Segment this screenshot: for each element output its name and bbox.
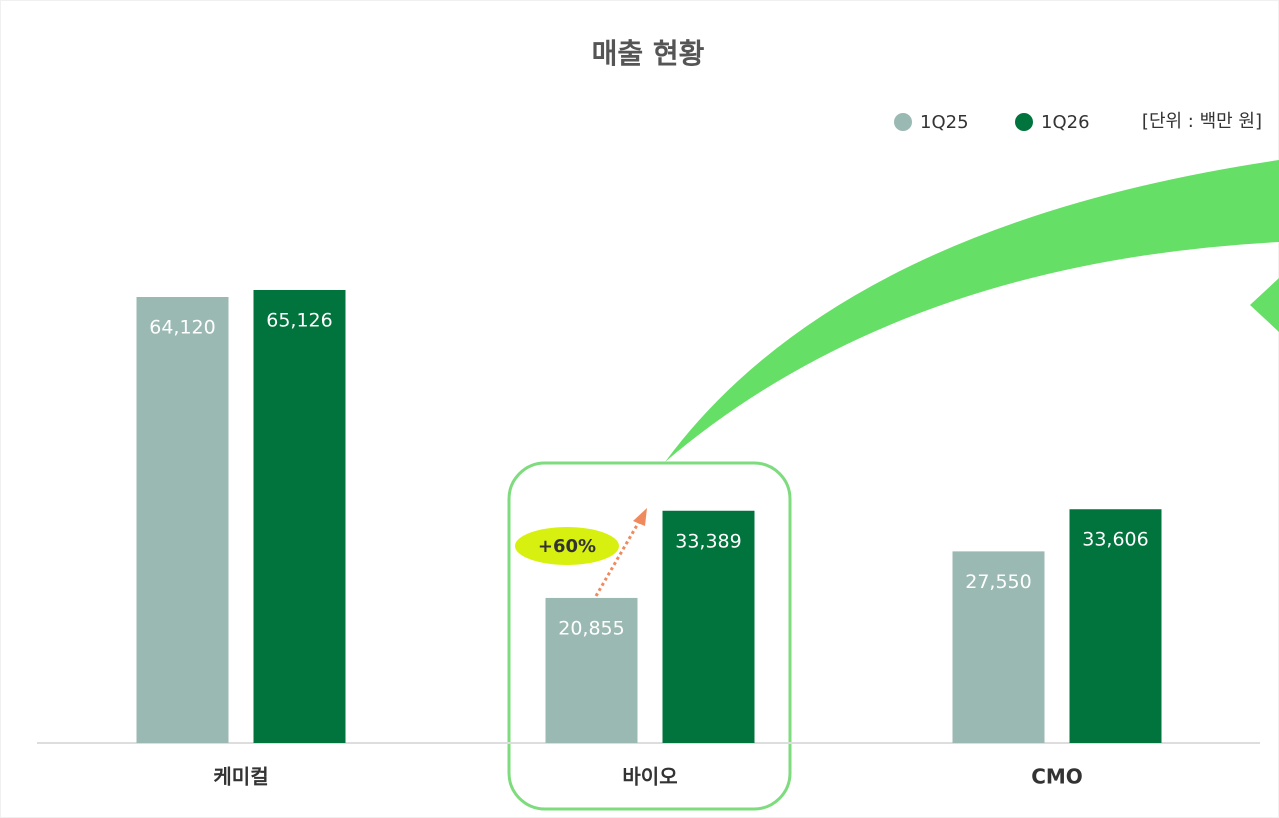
legend-label: 1Q25 — [920, 112, 969, 133]
data-label: 33,389 — [675, 530, 741, 552]
data-label: 33,606 — [1082, 529, 1148, 551]
legend-swatch — [894, 113, 912, 131]
data-label: 20,855 — [558, 617, 624, 639]
chart-title: 매출 현황 — [592, 37, 705, 70]
bar — [254, 290, 346, 743]
data-label: 27,550 — [965, 571, 1031, 593]
legend-label: 1Q26 — [1041, 112, 1090, 133]
unit-note: [단위 : 백만 원] — [1142, 111, 1262, 132]
x-tick-label: CMO — [1031, 765, 1083, 789]
bar — [137, 297, 229, 743]
x-tick-label: 바이오 — [622, 765, 677, 789]
data-label: 64,120 — [149, 316, 215, 338]
data-label: 65,126 — [266, 310, 332, 332]
chart: 매출 현황 [단위 : 백만 원] +60% 1Q25 1Q26 케미컬 64,120… — [0, 0, 1279, 818]
legend-swatch — [1015, 113, 1033, 131]
annotation: +60% — [538, 536, 596, 557]
x-tick-label: 케미컬 — [213, 765, 268, 789]
